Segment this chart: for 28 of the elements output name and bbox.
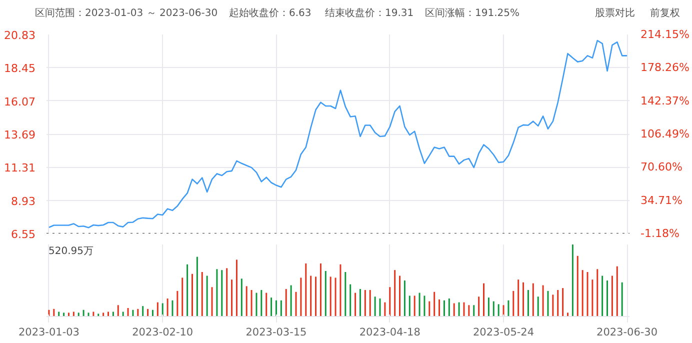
y2-tick-label: 106.49% [640, 127, 690, 140]
x-tick-label: 2023-06-30 [596, 326, 658, 338]
y2-tick-label: 34.71% [640, 194, 682, 207]
y-tick-label: 16.07 [4, 95, 36, 108]
y-tick-label: 13.69 [4, 128, 36, 142]
x-tick-label: 2023-05-24 [473, 326, 534, 338]
y-tick-label: 8.93 [11, 194, 36, 208]
line-series [48, 40, 628, 228]
y2-tick-label: 142.37% [640, 94, 690, 108]
x-tick-label: 2023-01-03 [18, 326, 80, 338]
annotation: 520.95万 [48, 246, 94, 257]
x-tick-label: 2023-04-18 [359, 326, 420, 338]
chart-title: 区间范围：2023-01-03 ～ 2023-06-30 [35, 7, 218, 21]
y-tick-label: 11.31 [4, 162, 36, 175]
y2-tick-label: 178.26% [640, 61, 690, 74]
text: 前复权 [650, 7, 680, 21]
text: 起始收盘价：6.63 [229, 7, 312, 21]
y-tick-label: 6.55 [11, 228, 36, 241]
y2-tick-label: 214.15% [640, 28, 690, 41]
y-tick-label: 20.83 [4, 29, 36, 42]
text: 结束收盘价：19.31 [325, 7, 414, 21]
y-tick-label: 18.45 [4, 62, 36, 76]
y2-tick-label: 70.60% [640, 160, 682, 174]
text: 股票对比 [595, 7, 635, 21]
y2-tick-label: -1.18% [640, 227, 680, 240]
x-tick-label: 2023-02-10 [132, 326, 194, 338]
text: 区间涨幅：191.25% [425, 7, 520, 21]
x-tick-label: 2023-03-15 [246, 326, 307, 338]
